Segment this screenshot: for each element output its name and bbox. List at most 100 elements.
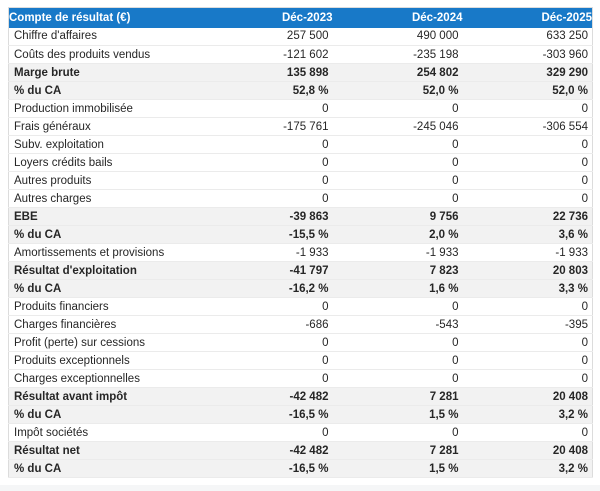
row-label: Frais généraux bbox=[8, 117, 209, 136]
row-label: Profit (perte) sur cessions bbox=[8, 333, 209, 352]
row-value: -42 482 bbox=[208, 441, 333, 460]
row-value: 52,0 % bbox=[332, 81, 463, 100]
table-row: Produits financiers 0 0 0 bbox=[8, 297, 593, 316]
row-value: 0 bbox=[208, 135, 333, 154]
table-row: Impôt sociétés 0 0 0 bbox=[8, 423, 593, 442]
row-value: 20 803 bbox=[462, 261, 593, 280]
row-value: -686 bbox=[208, 315, 333, 334]
table-body: Chiffre d'affaires 257 500 490 000 633 250 C… bbox=[8, 27, 593, 478]
row-value: 633 250 bbox=[462, 27, 593, 46]
table-row: Marge brute 135 898 254 802 329 290 bbox=[8, 63, 593, 82]
row-value: -395 bbox=[462, 315, 593, 334]
row-label: Résultat net bbox=[8, 441, 209, 460]
row-label: Amortissements et provisions bbox=[8, 243, 209, 262]
table-row: Résultat avant impôt -42 482 7 281 20 408 bbox=[8, 387, 593, 406]
row-label: Autres charges bbox=[8, 189, 209, 208]
table-row: Résultat net -42 482 7 281 20 408 bbox=[8, 441, 593, 460]
income-statement-section: Compte de résultat (€) Déc-2023 Déc-2024… bbox=[8, 7, 593, 478]
table-row: Autres produits 0 0 0 bbox=[8, 171, 593, 190]
row-value: 1,6 % bbox=[332, 279, 463, 298]
row-label: Loyers crédits bails bbox=[8, 153, 209, 172]
row-value: 0 bbox=[332, 333, 463, 352]
table-row: Produits exceptionnels 0 0 0 bbox=[8, 351, 593, 370]
row-value: -121 602 bbox=[208, 45, 333, 64]
row-label: Coûts des produits vendus bbox=[8, 45, 209, 64]
row-label: Subv. exploitation bbox=[8, 135, 209, 154]
row-label: Chiffre d'affaires bbox=[8, 27, 209, 46]
row-value: 0 bbox=[332, 369, 463, 388]
row-value: 0 bbox=[462, 351, 593, 370]
row-label: Marge brute bbox=[8, 63, 209, 82]
row-value: 0 bbox=[332, 153, 463, 172]
row-value: -16,5 % bbox=[208, 459, 333, 478]
row-label: Production immobilisée bbox=[8, 99, 209, 118]
row-value: -16,5 % bbox=[208, 405, 333, 424]
row-label: % du CA bbox=[8, 459, 209, 478]
header-col-dec-2024: Déc-2024 bbox=[332, 7, 463, 28]
row-value: 1,5 % bbox=[332, 459, 463, 478]
row-value: 52,0 % bbox=[462, 81, 593, 100]
row-value: 22 736 bbox=[462, 207, 593, 226]
row-value: 0 bbox=[208, 423, 333, 442]
row-value: 0 bbox=[208, 351, 333, 370]
row-value: -303 960 bbox=[462, 45, 593, 64]
row-label: Impôt sociétés bbox=[8, 423, 209, 442]
row-label: Résultat avant impôt bbox=[8, 387, 209, 406]
header-statement-title: Compte de résultat (€) bbox=[8, 7, 209, 28]
bottom-margin-strip bbox=[0, 485, 600, 491]
row-value: 20 408 bbox=[462, 441, 593, 460]
row-value: 0 bbox=[208, 297, 333, 316]
table-row: Frais généraux -175 761 -245 046 -306 554 bbox=[8, 117, 593, 136]
header-row: Compte de résultat (€) Déc-2023 Déc-2024… bbox=[8, 7, 593, 28]
row-label: % du CA bbox=[8, 225, 209, 244]
row-value: 0 bbox=[332, 423, 463, 442]
table-row: Résultat d'exploitation -41 797 7 823 20 80… bbox=[8, 261, 593, 280]
row-value: 0 bbox=[332, 99, 463, 118]
row-value: 0 bbox=[208, 189, 333, 208]
row-value: -39 863 bbox=[208, 207, 333, 226]
row-value: 2,0 % bbox=[332, 225, 463, 244]
row-value: 0 bbox=[462, 99, 593, 118]
table-row: % du CA -16,5 % 1,5 % 3,2 % bbox=[8, 405, 593, 424]
row-value: 0 bbox=[208, 369, 333, 388]
table-row: Charges financières -686 -543 -395 bbox=[8, 315, 593, 334]
row-value: 0 bbox=[462, 369, 593, 388]
row-value: -1 933 bbox=[462, 243, 593, 262]
table-row: Production immobilisée 0 0 0 bbox=[8, 99, 593, 118]
row-label: Produits exceptionnels bbox=[8, 351, 209, 370]
row-value: -306 554 bbox=[462, 117, 593, 136]
row-label: EBE bbox=[8, 207, 209, 226]
table-row: Subv. exploitation 0 0 0 bbox=[8, 135, 593, 154]
row-value: -15,5 % bbox=[208, 225, 333, 244]
table-row: Coûts des produits vendus -121 602 -235 19… bbox=[8, 45, 593, 64]
row-value: 0 bbox=[332, 189, 463, 208]
row-value: 3,3 % bbox=[462, 279, 593, 298]
header-col-dec-2025: Déc-2025 bbox=[462, 7, 593, 28]
table-row: Amortissements et provisions -1 933 -1 933… bbox=[8, 243, 593, 262]
row-label: Autres produits bbox=[8, 171, 209, 190]
row-value: -1 933 bbox=[208, 243, 333, 262]
row-value: -245 046 bbox=[332, 117, 463, 136]
row-value: 1,5 % bbox=[332, 405, 463, 424]
row-label: % du CA bbox=[8, 279, 209, 298]
header-col-dec-2023: Déc-2023 bbox=[208, 7, 333, 28]
row-value: 20 408 bbox=[462, 387, 593, 406]
row-value: -175 761 bbox=[208, 117, 333, 136]
row-label: % du CA bbox=[8, 405, 209, 424]
row-value: 0 bbox=[332, 297, 463, 316]
row-value: 0 bbox=[208, 99, 333, 118]
table-row: EBE -39 863 9 756 22 736 bbox=[8, 207, 593, 226]
row-value: 7 823 bbox=[332, 261, 463, 280]
row-value: 490 000 bbox=[332, 27, 463, 46]
row-value: 0 bbox=[332, 171, 463, 190]
row-value: 0 bbox=[462, 135, 593, 154]
income-statement-table: Compte de résultat (€) Déc-2023 Déc-2024… bbox=[8, 7, 593, 478]
row-value: 0 bbox=[462, 171, 593, 190]
row-value: -543 bbox=[332, 315, 463, 334]
row-value: 9 756 bbox=[332, 207, 463, 226]
table-row: Chiffre d'affaires 257 500 490 000 633 250 bbox=[8, 27, 593, 46]
row-label: Charges exceptionnelles bbox=[8, 369, 209, 388]
table-row: Loyers crédits bails 0 0 0 bbox=[8, 153, 593, 172]
row-value: 0 bbox=[462, 189, 593, 208]
row-value: 0 bbox=[208, 153, 333, 172]
